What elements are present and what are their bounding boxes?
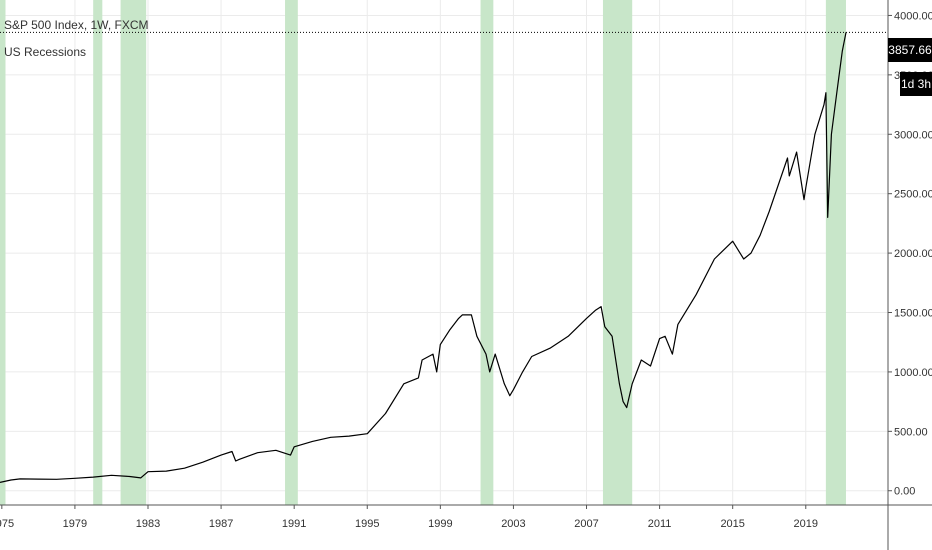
last-price-badge: 3857.66 [888,38,932,62]
y-tick-label-5: 2500.00 [894,189,932,201]
x-tick-label-9: 2011 [648,518,672,530]
y-tick-label-2: 1000.00 [894,367,932,379]
y-tick-label-3: 1500.00 [894,308,932,320]
price-series-line[interactable] [0,32,847,483]
x-tick-label-6: 1999 [428,518,452,530]
chart-title[interactable]: S&P 500 Index, 1W, FXCM [4,18,149,32]
bar-countdown-badge: 1d 3h [900,72,932,96]
recession-band-2 [120,0,147,505]
recession-band-1 [93,0,103,505]
recession-band-6 [825,0,846,505]
x-tick-label-11: 2019 [794,518,818,530]
recession-overlay-label[interactable]: US Recessions [4,45,87,59]
y-tick-label-1: 500.00 [894,426,928,438]
y-tick-label-6: 3000.00 [894,129,932,141]
x-tick-label-5: 1995 [355,518,379,530]
recession-band-4 [480,0,494,505]
price-line-layer [0,32,847,483]
y-tick-label-8: 4000.00 [894,10,932,22]
x-tick-label-0: 1975 [0,518,14,530]
recession-band-5 [602,0,633,505]
x-tick-label-3: 1987 [209,518,233,530]
y-tick-label-0: 0.00 [894,486,915,498]
x-tick-label-7: 2003 [501,518,525,530]
x-tick-label-2: 1983 [136,518,160,530]
y-tick-label-4: 2000.00 [894,248,932,260]
x-tick-label-10: 2015 [720,518,744,530]
x-tick-label-8: 2007 [574,518,598,530]
x-axis-ticks: 1975 1979 1983 1987 1991 1995 1999 2003 2007 2011… [0,505,818,530]
recession-bands [0,0,846,505]
recession-band-0 [0,0,6,505]
x-tick-label-4: 1991 [282,518,306,530]
recession-band-3 [285,0,298,505]
x-tick-label-1: 1979 [63,518,87,530]
